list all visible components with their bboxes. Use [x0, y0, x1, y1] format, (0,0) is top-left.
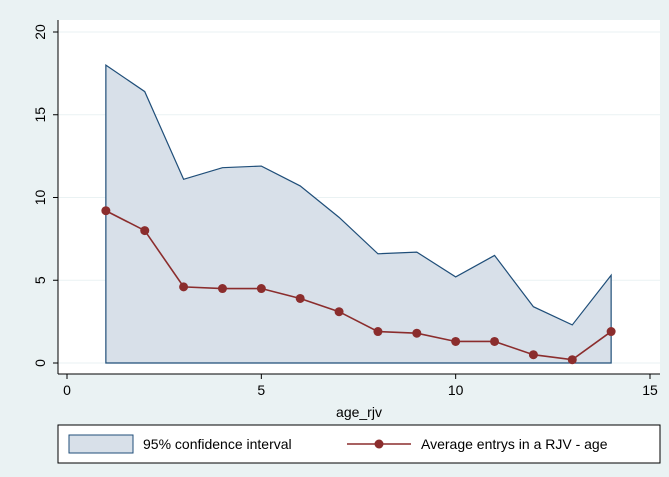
- legend: 95% confidence interval Average entrys i…: [57, 424, 661, 464]
- average-markers: [101, 206, 616, 365]
- x-tick-label-0: 0: [63, 382, 71, 398]
- y-axis-ticks: 0 5 10 15 20: [32, 24, 58, 367]
- x-tick-label-10: 10: [448, 382, 464, 398]
- data-point-age-2: [140, 226, 150, 236]
- data-point-age-14: [606, 327, 616, 337]
- x-axis-title: age_rjv: [336, 404, 382, 420]
- data-point-age-4: [217, 284, 227, 294]
- data-point-age-1: [101, 206, 111, 216]
- data-point-age-13: [567, 355, 577, 365]
- data-point-age-5: [256, 284, 266, 294]
- data-point-age-11: [490, 336, 500, 346]
- x-axis-ticks: 0 5 10 15: [63, 374, 658, 398]
- legend-label-band: 95% confidence interval: [143, 436, 292, 452]
- data-point-age-10: [451, 336, 461, 346]
- legend-label-line: Average entrys in a RJV - age: [421, 436, 608, 452]
- data-point-age-3: [179, 282, 189, 292]
- data-point-age-9: [412, 328, 422, 338]
- data-point-age-8: [373, 327, 383, 337]
- average-line: [105, 210, 612, 361]
- average-entrys-line: [105, 210, 612, 361]
- y-tick-label-5: 5: [32, 276, 48, 284]
- x-tick-label-15: 15: [642, 382, 658, 398]
- data-point-age-6: [295, 293, 305, 303]
- data-point-age-7: [334, 307, 344, 317]
- data-point-age-12: [528, 350, 538, 360]
- y-tick-label-10: 10: [32, 190, 48, 206]
- y-tick-label-15: 15: [32, 107, 48, 123]
- legend-swatch-band: [68, 434, 134, 454]
- y-tick-label-20: 20: [32, 24, 48, 40]
- x-tick-label-5: 5: [257, 382, 265, 398]
- legend-swatch-marker: [374, 439, 384, 449]
- y-tick-label-0: 0: [32, 359, 48, 367]
